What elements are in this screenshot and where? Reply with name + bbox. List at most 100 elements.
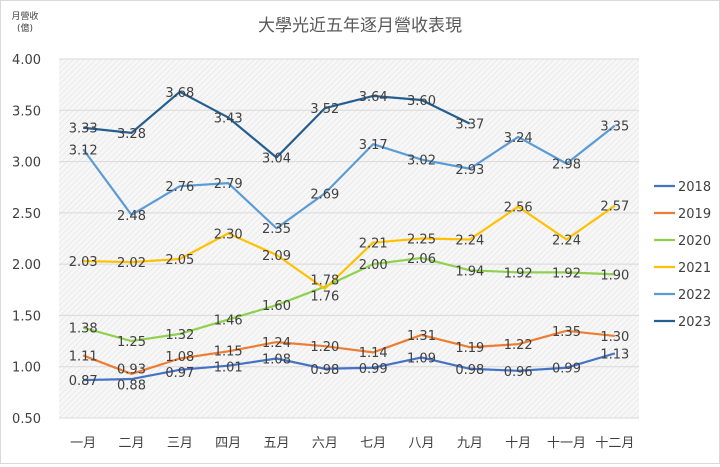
data-label: 0.96 [504, 365, 533, 380]
data-label: 2.24 [552, 234, 581, 249]
y-tick-label: 3.50 [12, 104, 41, 119]
plot-area [59, 59, 639, 418]
data-label: 2.57 [600, 200, 629, 215]
data-label: 2.00 [359, 258, 388, 273]
data-label: 1.01 [214, 361, 243, 376]
x-tick-label: 四月 [215, 436, 241, 451]
data-label: 3.28 [117, 127, 146, 142]
data-label: 2.05 [165, 253, 194, 268]
data-label: 1.92 [504, 266, 533, 281]
data-label: 1.35 [552, 325, 581, 340]
data-label: 2.25 [407, 233, 436, 248]
data-label: 1.32 [165, 328, 194, 343]
series-line-2020 [82, 256, 615, 343]
data-label: 1.76 [310, 290, 339, 305]
data-label: 3.24 [504, 131, 533, 146]
data-label: 0.99 [552, 362, 581, 377]
data-label: 1.09 [407, 351, 436, 366]
data-label: 2.79 [214, 177, 243, 192]
legend-label: 2018 [678, 180, 711, 195]
data-label: 2.93 [455, 163, 484, 178]
data-label: 1.24 [262, 336, 291, 351]
data-label: 2.76 [165, 180, 194, 195]
data-label: 2.21 [359, 237, 388, 252]
x-tick-label: 十一月 [547, 436, 586, 451]
data-label: 1.22 [504, 338, 533, 353]
y-tick-label: 1.00 [12, 361, 41, 376]
data-label: 0.98 [310, 363, 339, 378]
data-label: 2.35 [262, 222, 291, 237]
data-label: 0.93 [117, 362, 146, 377]
data-label: 1.30 [600, 330, 629, 345]
data-label: 1.31 [407, 329, 436, 344]
data-label: 1.60 [262, 299, 291, 314]
data-label: 1.46 [214, 314, 243, 329]
x-tick-label: 十二月 [595, 436, 634, 451]
data-label: 1.90 [600, 268, 629, 283]
y-tick-label: 2.50 [12, 207, 41, 222]
data-label: 3.43 [214, 111, 243, 126]
data-label: 3.12 [69, 143, 98, 158]
data-label: 3.33 [69, 122, 98, 137]
data-label: 1.13 [600, 347, 629, 362]
legend-label: 2019 [678, 207, 711, 222]
y-tick-label: 0.50 [12, 412, 41, 427]
data-label: 0.88 [117, 378, 146, 393]
series-line-2021 [83, 204, 616, 290]
y-axis-label-line2: (億) [17, 22, 33, 34]
x-tick-label: 九月 [457, 436, 483, 451]
series-line-2022 [82, 124, 616, 230]
x-tick-label: 十月 [505, 436, 531, 451]
data-label: 2.02 [117, 256, 146, 271]
data-label: 1.94 [455, 264, 484, 279]
x-tick-label: 六月 [312, 436, 338, 451]
data-label: 3.68 [165, 86, 194, 101]
data-label: 2.56 [504, 201, 533, 216]
data-label: 3.52 [310, 102, 339, 117]
data-label: 2.03 [69, 255, 98, 270]
data-label: 2.06 [407, 252, 436, 267]
y-axis-label-line1: 月營收 [11, 10, 38, 22]
x-tick-label: 七月 [360, 436, 386, 451]
data-label: 3.17 [359, 138, 388, 153]
data-label: 1.15 [214, 345, 243, 360]
data-label: 0.98 [455, 363, 484, 378]
y-tick-label: 4.00 [12, 53, 41, 68]
x-tick-label: 八月 [408, 436, 434, 451]
y-tick-label: 1.50 [12, 309, 41, 324]
series-line-2019 [82, 329, 615, 375]
data-label: 3.60 [407, 94, 436, 109]
data-label: 1.78 [310, 274, 339, 289]
data-label: 1.08 [165, 350, 194, 365]
data-label: 3.02 [407, 154, 436, 169]
series-line-2023 [83, 90, 471, 159]
y-tick-label: 3.00 [12, 156, 41, 171]
chart-title: 大學光近五年逐月營收表現 [258, 16, 462, 36]
data-label: 1.19 [455, 341, 484, 356]
series-line-2018 [83, 352, 616, 382]
data-label: 3.35 [600, 120, 629, 135]
data-label: 1.25 [117, 335, 146, 350]
legend-label: 2020 [678, 234, 711, 249]
data-label: 0.99 [359, 362, 388, 377]
data-label: 1.92 [552, 266, 581, 281]
y-tick-label: 2.00 [12, 258, 41, 273]
data-label: 0.97 [165, 366, 194, 381]
data-label: 2.48 [117, 209, 146, 224]
data-label: 0.87 [69, 374, 98, 389]
legend-label: 2022 [678, 288, 711, 303]
data-label: 2.69 [310, 187, 339, 202]
data-label: 3.37 [455, 118, 484, 133]
data-label: 2.30 [214, 227, 243, 242]
data-label: 3.04 [262, 151, 291, 166]
data-label: 2.24 [455, 234, 484, 249]
legend-label: 2023 [678, 315, 711, 330]
data-label: 2.98 [552, 158, 581, 173]
data-label: 1.38 [69, 322, 98, 337]
x-tick-label: 五月 [263, 436, 289, 451]
x-tick-label: 一月 [70, 436, 96, 451]
data-label: 2.09 [262, 249, 291, 264]
data-label: 1.20 [310, 340, 339, 355]
